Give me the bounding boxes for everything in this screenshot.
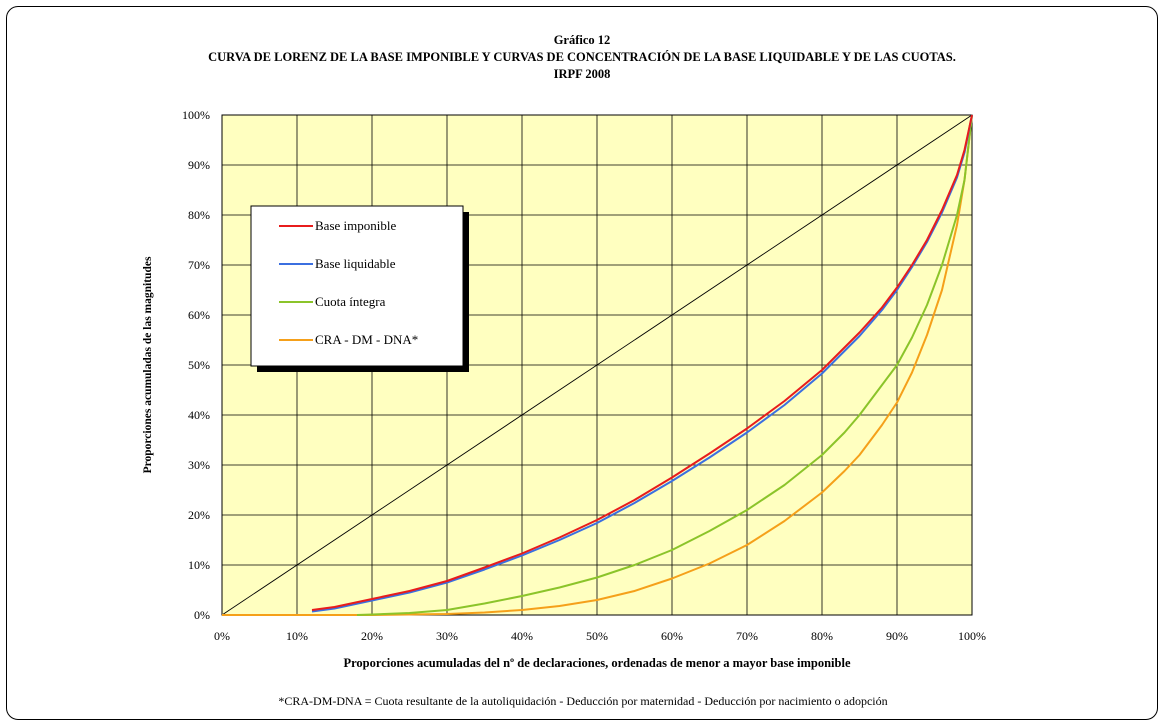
x-tick-label: 50% [586, 629, 608, 643]
chart-title-line-1: Gráfico 12 [554, 33, 611, 47]
y-tick-label: 20% [188, 508, 210, 522]
x-tick-label: 30% [436, 629, 458, 643]
y-tick-label: 30% [188, 458, 210, 472]
x-tick-label: 60% [661, 629, 683, 643]
series-line-4 [222, 114, 973, 616]
y-tick-label: 90% [188, 158, 210, 172]
legend-label-2: Base liquidable [315, 256, 396, 271]
legend-label-1: Base imponible [315, 218, 396, 233]
y-tick-label: 0% [194, 608, 210, 622]
x-tick-label: 100% [958, 629, 986, 643]
legend-label-3: Cuota íntegra [315, 294, 386, 309]
series-line-1 [311, 114, 973, 611]
x-axis-label: Proporciones acumuladas del nº de declar… [343, 656, 850, 670]
y-tick-label: 60% [188, 308, 210, 322]
footnote: *CRA-DM-DNA = Cuota resultante de la aut… [278, 694, 887, 708]
y-tick-label: 100% [182, 108, 210, 122]
x-tick-label: 20% [361, 629, 383, 643]
y-tick-label: 70% [188, 258, 210, 272]
y-tick-label: 10% [188, 558, 210, 572]
legend: Base imponible Base liquidable Cuota ínteg… [250, 205, 469, 372]
x-tick-label: 40% [511, 629, 533, 643]
x-tick-label: 10% [286, 629, 308, 643]
chart-title-line-3: IRPF 2008 [554, 67, 611, 81]
series-line-3 [356, 114, 973, 616]
x-tick-label: 0% [214, 629, 230, 643]
y-axis-label: Proporciones acumuladas de las magnitude… [142, 256, 154, 473]
y-tick-label: 50% [188, 358, 210, 372]
equality-line [221, 114, 973, 616]
legend-label-4: CRA - DM - DNA* [315, 332, 418, 347]
x-tick-label: 90% [886, 629, 908, 643]
x-tick-label: 80% [811, 629, 833, 643]
y-tick-label: 80% [188, 208, 210, 222]
y-tick-label: 40% [188, 408, 210, 422]
chart-title-line-2: CURVA DE LORENZ DE LA BASE IMPONIBLE Y C… [208, 50, 956, 64]
x-tick-label: 70% [736, 629, 758, 643]
